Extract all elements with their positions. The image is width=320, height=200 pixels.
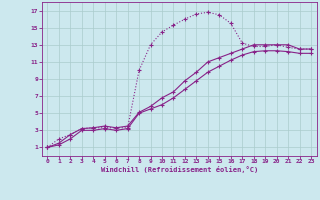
X-axis label: Windchill (Refroidissement éolien,°C): Windchill (Refroidissement éolien,°C) [100, 166, 258, 173]
